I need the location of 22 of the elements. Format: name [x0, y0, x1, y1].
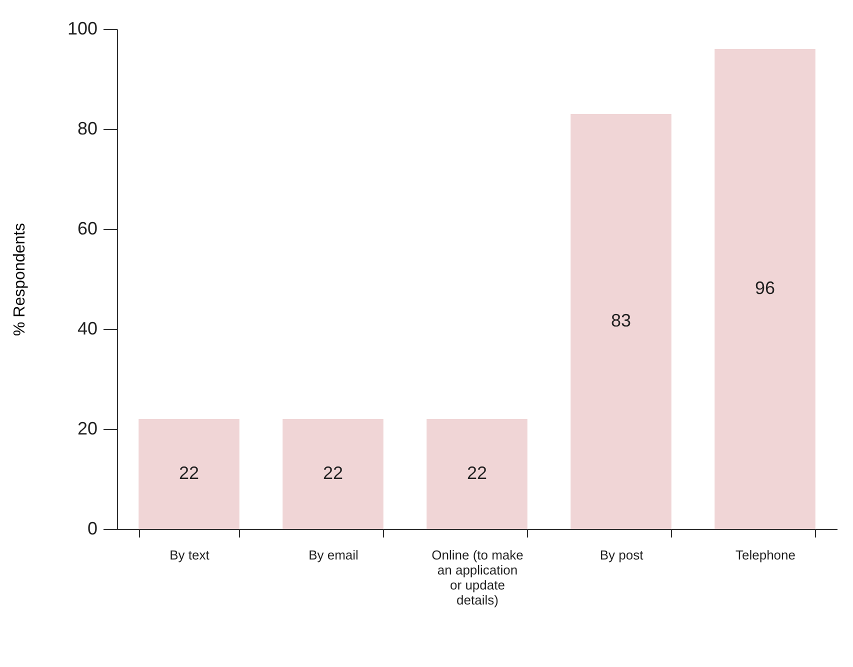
y-tick-label: 80 — [77, 118, 98, 138]
y-tick-label: 100 — [67, 18, 98, 38]
x-tick-label: By post — [600, 548, 644, 562]
y-tick-label: 0 — [87, 518, 98, 538]
y-tick-label: 20 — [77, 418, 98, 438]
bar — [714, 49, 816, 529]
bar — [138, 419, 240, 529]
bar — [570, 114, 672, 529]
data-label: 96 — [754, 278, 776, 298]
bar — [426, 419, 528, 529]
y-axis-title: % Respondents — [11, 223, 28, 336]
bar — [282, 419, 384, 529]
x-tick-label: By text — [170, 548, 210, 562]
data-label: 83 — [610, 310, 632, 330]
data-label: 22 — [178, 463, 200, 483]
data-label: 22 — [466, 463, 488, 483]
y-tick-label: 60 — [77, 218, 98, 238]
x-tick-label: By email — [308, 548, 359, 562]
y-tick-label: 40 — [77, 318, 98, 338]
x-tick-label: Telephone — [736, 548, 796, 562]
data-label: 22 — [322, 463, 344, 483]
x-tick-label: Online (to make an application or update details) — [432, 548, 524, 608]
